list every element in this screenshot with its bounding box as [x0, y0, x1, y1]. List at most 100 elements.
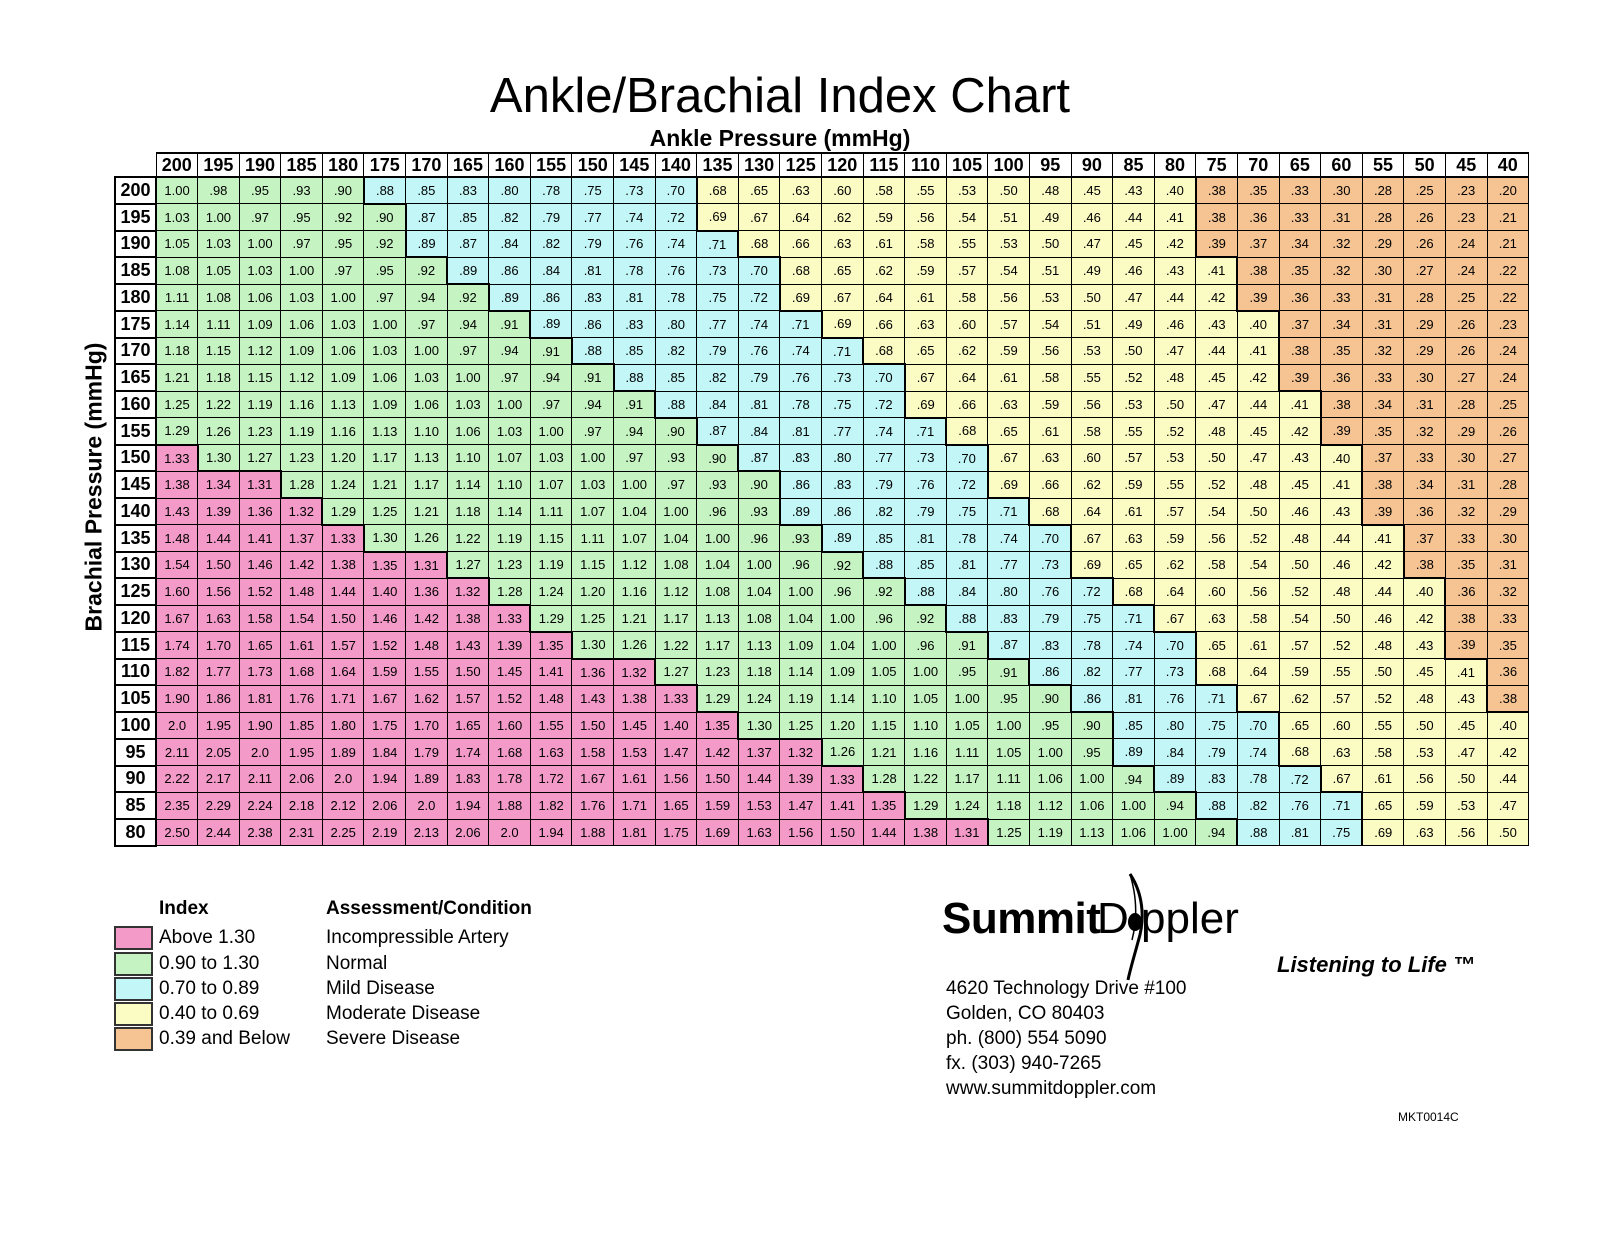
abi-cell: .48 — [1236, 470, 1280, 499]
abi-cell: 1.19 — [779, 684, 822, 713]
abi-cell: .22 — [1486, 283, 1530, 312]
brachial-pressure-header: 170 — [114, 336, 157, 366]
brachial-pressure-header: 185 — [114, 256, 157, 285]
abi-cell: .77 — [1112, 658, 1155, 686]
abi-cell: .63 — [1403, 818, 1446, 847]
abi-cell: .20 — [1486, 176, 1530, 205]
abi-cell: .73 — [696, 256, 739, 285]
abi-cell: .62 — [1278, 684, 1322, 713]
abi-cell: 1.11 — [945, 738, 989, 766]
abi-cell: .36 — [1320, 363, 1363, 392]
abi-cell: 1.05 — [904, 684, 947, 713]
abi-cell: .33 — [1278, 176, 1322, 205]
abi-cell: .28 — [1444, 390, 1488, 419]
logo-text-summit: Summit — [942, 894, 1101, 943]
abi-cell: .90 — [696, 443, 739, 472]
abi-cell: .50 — [1403, 711, 1446, 740]
table-row: 85 2.35 2.29 2.24 2.18 2.12 2.06 2.0 1.94 1.88 1.8… — [114, 791, 1530, 820]
abi-cell: .87 — [695, 417, 739, 445]
abi-cell: 2.06 — [363, 791, 407, 820]
abi-cell: .84 — [529, 256, 573, 285]
abi-cell: .60 — [945, 310, 989, 338]
abi-cell: 1.58 — [238, 604, 282, 633]
abi-cell: .68 — [1194, 658, 1238, 686]
abi-cell: 1.50 — [197, 551, 240, 579]
abi-cell: .33 — [1278, 203, 1322, 231]
abi-cell: 1.05 — [862, 658, 906, 686]
abi-cell: .88 — [1236, 818, 1280, 847]
abi-cell: .70 — [945, 443, 989, 472]
abi-cell: .33 — [1486, 604, 1530, 633]
abi-cell: .69 — [986, 470, 1030, 499]
abi-cell: .73 — [613, 176, 656, 205]
abi-cell: .42 — [1278, 417, 1322, 445]
abi-cell: 1.37 — [737, 737, 781, 766]
abi-cell: .58 — [1195, 551, 1238, 579]
abi-cell: 1.24 — [321, 470, 365, 499]
legend-condition: Moderate Disease — [326, 1003, 481, 1024]
abi-cell: .62 — [1153, 551, 1197, 579]
abi-cell: 1.22 — [654, 631, 698, 659]
ankle-pressure-header: 145 — [613, 152, 656, 178]
abi-cell: .42 — [1153, 230, 1197, 258]
abi-cell: 1.32 — [613, 657, 656, 686]
abi-cell: .82 — [529, 230, 573, 258]
table-row: 150 1.33 1.30 1.27 1.23 1.20 1.17 1.13 1.10 1.07 1… — [114, 443, 1530, 473]
ankle-pressure-header: 60 — [1320, 152, 1363, 178]
abi-cell: 1.00 — [654, 497, 698, 526]
abi-cell: 1.62 — [405, 684, 448, 713]
legend-range: 0.70 to 0.89 — [159, 978, 260, 999]
ankle-pressure-header: 105 — [945, 152, 989, 178]
ankle-pressure-header: 150 — [571, 152, 615, 178]
abi-cell: 2.17 — [197, 765, 240, 793]
abi-cell: .24 — [1486, 337, 1530, 365]
website-link[interactable]: www.summitdoppler.com — [946, 1078, 1157, 1099]
abi-cell: .26 — [1403, 230, 1446, 258]
abi-cell: .63 — [987, 390, 1030, 419]
abi-cell: .68 — [737, 230, 781, 258]
abi-cell: .56 — [904, 203, 947, 231]
abi-cell: .77 — [821, 417, 864, 445]
abi-cell: .37 — [1402, 524, 1446, 552]
abi-cell: .67 — [1236, 684, 1280, 713]
abi-cell: .47 — [1112, 283, 1155, 312]
abi-cell: 1.41 — [529, 658, 573, 686]
abi-cell: 1.52 — [488, 684, 531, 713]
abi-cell: .63 — [779, 176, 822, 205]
abi-cell: .89 — [1111, 738, 1155, 766]
abi-cell: .75 — [945, 497, 989, 526]
abi-cell: .94 — [1195, 818, 1238, 847]
abi-cell: .68 — [1111, 577, 1155, 606]
abi-cell: 1.78 — [488, 765, 531, 793]
abi-cell: .31 — [1361, 310, 1405, 338]
abi-cell: 1.88 — [488, 791, 531, 820]
abi-cell: .83 — [571, 283, 615, 312]
abi-cell: 1.36 — [571, 657, 615, 686]
abi-cell: 1.48 — [405, 631, 448, 659]
table-row: 80 2.50 2.44 2.38 2.31 2.25 2.19 2.13 2.06 2.0 1.9… — [114, 818, 1530, 847]
abi-cell: .31 — [1486, 551, 1530, 579]
abi-cell: 1.63 — [737, 818, 781, 847]
abi-cell: 1.33 — [155, 443, 199, 472]
abi-cell: .24 — [1444, 230, 1488, 258]
abi-cell: 1.06 — [1028, 765, 1072, 793]
abi-cell: 1.42 — [280, 551, 323, 579]
abi-cell: .60 — [1070, 444, 1114, 472]
abi-cell: .74 — [1112, 631, 1155, 659]
abi-cell: .58 — [1028, 363, 1072, 392]
abi-cell: 1.25 — [155, 390, 199, 419]
abi-cell: 2.0 — [405, 791, 448, 820]
abi-cell: .48 — [1403, 684, 1446, 713]
ankle-pressure-header: 120 — [821, 152, 864, 178]
abi-cell: 1.17 — [405, 470, 448, 499]
abi-cell: .92 — [405, 256, 448, 285]
abi-cell: .71 — [904, 416, 947, 445]
ankle-pressure-header: 55 — [1361, 152, 1405, 178]
abi-cell: .33 — [1361, 363, 1405, 392]
ankle-pressure-header: 110 — [904, 152, 947, 178]
brachial-pressure-header: 150 — [114, 443, 157, 473]
abi-cell: .95 — [280, 203, 323, 231]
abi-cell: .82 — [696, 363, 739, 392]
brachial-pressure-header: 120 — [114, 604, 157, 633]
abi-cell: 1.24 — [529, 577, 573, 606]
